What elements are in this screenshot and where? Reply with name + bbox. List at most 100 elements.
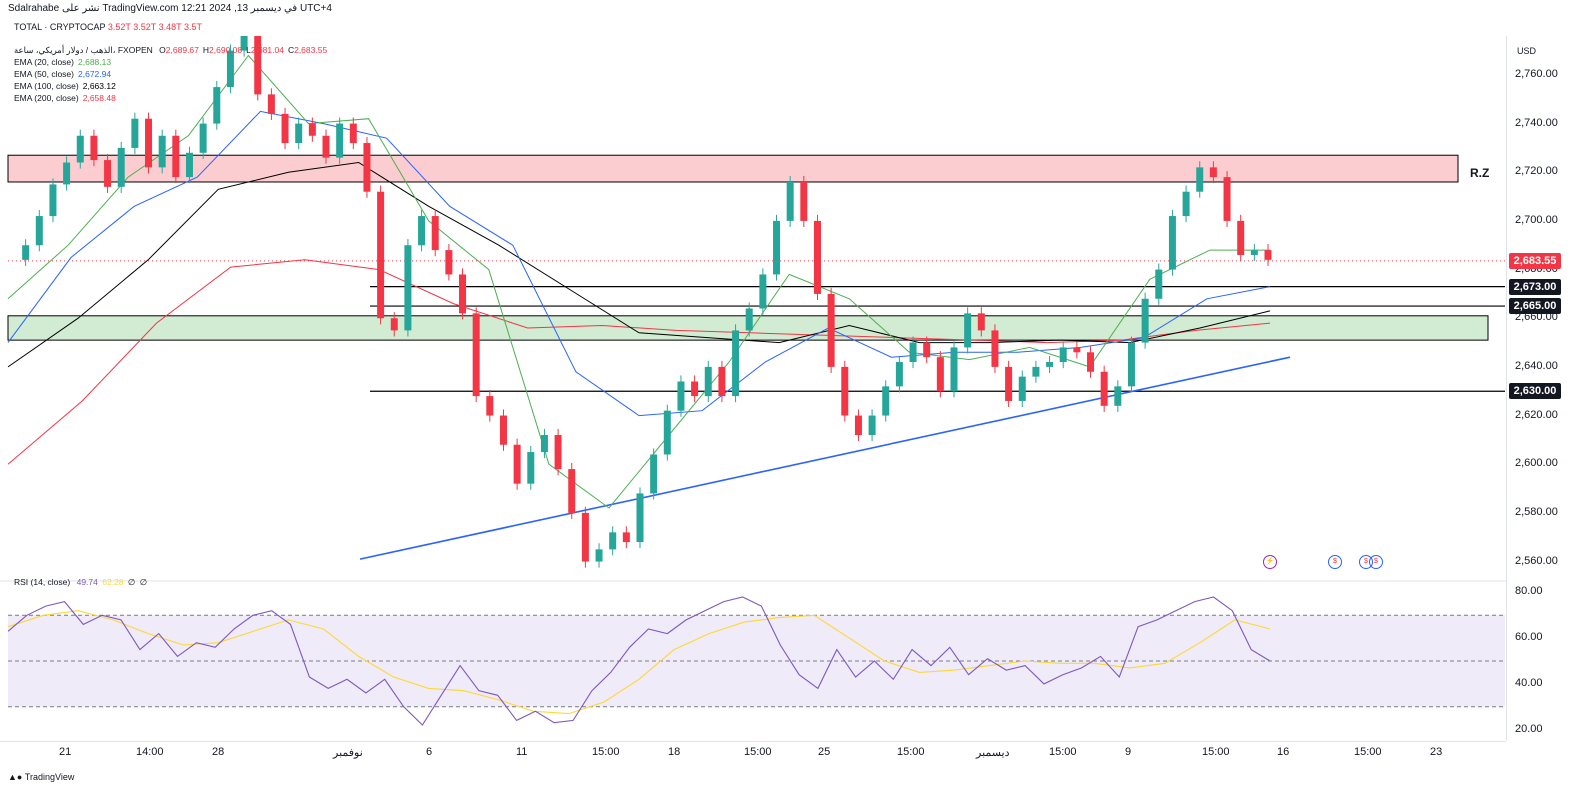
candle-body [923, 342, 931, 358]
candle-body [827, 293, 835, 367]
price-tick: 2,600.00 [1515, 457, 1558, 470]
level-badge[interactable]: 2,673.00 [1509, 278, 1561, 295]
rsi-extra-2: ∅ [139, 577, 148, 587]
symbol-title[interactable]: الذهب / دولار أمريكي، ساعة، FXOPEN [14, 45, 153, 55]
candle-body [882, 386, 890, 416]
rsi-tick: 20.00 [1515, 722, 1543, 735]
time-tick: 14:00 [136, 746, 164, 758]
candle-body [213, 87, 221, 124]
candle-body [1114, 386, 1122, 406]
ema-value: 2,663.12 [82, 81, 116, 91]
ema20-line [7, 54, 1270, 509]
currency-label[interactable]: USD [1517, 46, 1537, 56]
price-tick: 2,720.00 [1515, 165, 1558, 178]
time-tick: 23 [1430, 746, 1443, 758]
candle-body [158, 135, 166, 168]
rsi-ma-value: 62.28 [102, 577, 124, 587]
candle-body [226, 50, 234, 88]
us-flag-icon[interactable]: $ [1328, 555, 1342, 569]
symbol-row: الذهب / دولار أمريكي، ساعة، FXOPEN O2,68… [14, 44, 327, 56]
ticker-values: 3.52T 3.52T 3.48T 3.5T [108, 22, 202, 32]
candle-body [1127, 342, 1135, 387]
time-tick: ديسمبر [976, 747, 1010, 759]
ticker-value: 3.5T [181, 22, 202, 32]
candle-body [1223, 177, 1231, 221]
tradingview-logo[interactable]: ▲● TradingView [8, 772, 74, 782]
price-tick: 2,700.00 [1515, 213, 1558, 226]
candle-body [936, 357, 944, 392]
candle-body [1196, 167, 1204, 192]
rsi-axis[interactable]: 20.00 40.00 60.00 80.00 [1506, 581, 1584, 741]
candle-body [718, 366, 726, 397]
tv-logo-icon: ▲● [8, 772, 25, 782]
candle-body [554, 435, 562, 470]
rsi-tick: 60.00 [1515, 631, 1543, 644]
ema-label: EMA (100, close) [14, 81, 79, 91]
time-tick: 15:00 [744, 746, 772, 758]
candle-body [295, 123, 303, 144]
candle-body [854, 415, 862, 436]
candle-body [185, 152, 193, 178]
tv-logo-text: TradingView [24, 772, 75, 782]
rsi-title[interactable]: RSI (14, close) [14, 577, 71, 587]
ohlc-o: O2,689.67 [159, 45, 199, 55]
ema-label: EMA (200, close) [14, 93, 79, 103]
us-flag-icon[interactable]: $ [1369, 555, 1383, 569]
candle-body [22, 245, 30, 260]
trend-line [359, 356, 1291, 560]
candle-body [909, 342, 917, 363]
candle-body [841, 366, 849, 416]
time-tick: 25 [818, 746, 831, 758]
ema-row[interactable]: EMA (100, close) 2,663.12 [14, 80, 327, 92]
price-tick: 2,560.00 [1515, 554, 1558, 567]
ema-value: 2,658.48 [82, 93, 116, 103]
last-price-badge[interactable]: 2,683.55 [1509, 252, 1561, 269]
ohlc-l: L2,681.04 [246, 45, 284, 55]
candle-body [868, 415, 876, 436]
ohlc-h: H2,690.08 [202, 45, 243, 55]
candle-body [390, 318, 398, 331]
ticker-name[interactable]: TOTAL · CRYPTOCAP [14, 22, 106, 32]
candle-body [49, 184, 57, 217]
level-badge[interactable]: 2,665.00 [1509, 298, 1561, 315]
candle-body [991, 330, 999, 367]
lightning-icon[interactable]: ⚡ [1263, 555, 1277, 569]
ema-row[interactable]: EMA (20, close) 2,688.13 [14, 56, 327, 68]
price-tick: 2,620.00 [1515, 408, 1558, 421]
price-axis[interactable]: USD 2,560.00 2,580.00 2,600.00 2,620.00 2,64… [1506, 36, 1584, 581]
candle-body [595, 549, 603, 562]
candle-body [35, 216, 43, 246]
resistance-zone-label: R.Z [1470, 166, 1490, 180]
time-tick: 15:00 [1202, 746, 1230, 758]
candle-body [1005, 366, 1013, 401]
candle-body [499, 415, 507, 445]
time-tick: 18 [668, 746, 681, 758]
candle-body [1032, 366, 1040, 377]
ema-value: 2,672.94 [78, 69, 112, 79]
ema-row[interactable]: EMA (50, close) 2,672.94 [14, 68, 327, 80]
time-tick: 28 [212, 746, 225, 758]
candle-body [527, 452, 535, 484]
candle-body [568, 469, 576, 513]
candle-body [418, 216, 426, 246]
ema-legend: EMA (20, close) 2,688.13 EMA (50, close) 2,… [14, 56, 327, 104]
candle-body [1209, 167, 1217, 178]
price-tick: 2,760.00 [1515, 67, 1558, 80]
candle-body [800, 181, 808, 221]
ticker-value: 3.48T [156, 22, 182, 32]
time-tick: 16 [1277, 746, 1290, 758]
candle-body [76, 135, 84, 163]
time-tick: 21 [59, 746, 72, 758]
ema-row[interactable]: EMA (200, close) 2,658.48 [14, 92, 327, 104]
candle-body [677, 381, 685, 411]
level-badge[interactable]: 2,630.00 [1509, 383, 1561, 400]
resistance-zone [7, 154, 1459, 183]
candle-body [363, 143, 371, 192]
price-tick: 2,660.00 [1515, 311, 1558, 324]
price-chart[interactable] [0, 36, 1506, 741]
ohlc-values: O2,689.67 H2,690.08 L2,681.04 C2,683.55 [155, 45, 327, 55]
time-axis[interactable]: 21 14:00 28 نوفمبر 6 11 15:00 18 15:00 25 15:00 ديس… [0, 741, 1506, 766]
candle-body [90, 135, 98, 161]
candle-body [895, 362, 903, 387]
candle-body [977, 313, 985, 331]
